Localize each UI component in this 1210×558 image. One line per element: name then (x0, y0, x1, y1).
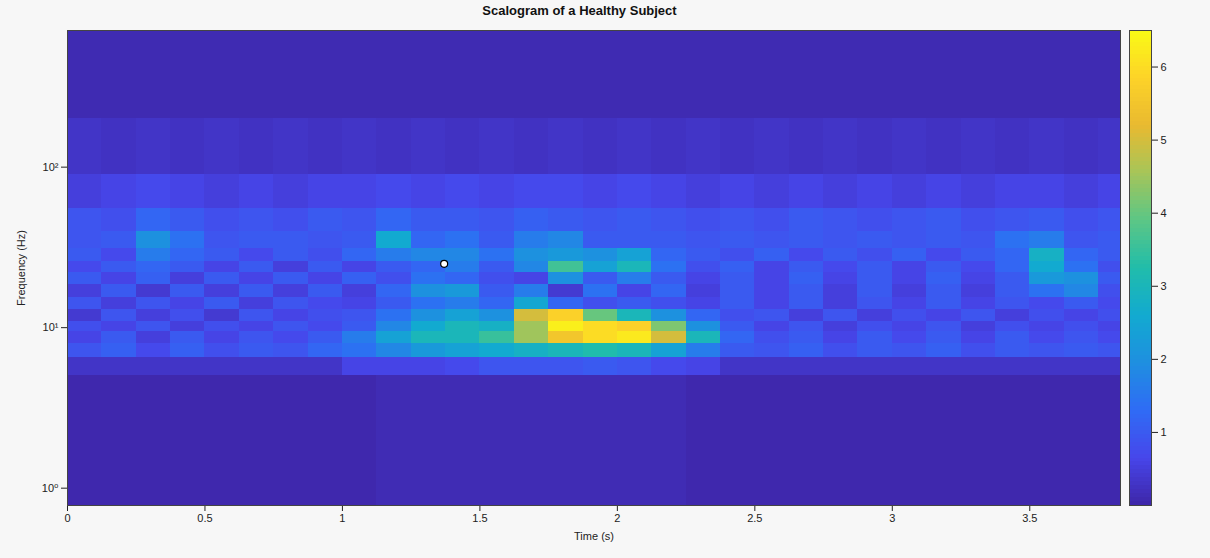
svg-text:10¹: 10¹ (43, 321, 59, 333)
svg-text:5: 5 (1161, 134, 1167, 146)
svg-text:3: 3 (889, 512, 895, 524)
svg-text:2: 2 (614, 512, 620, 524)
svg-text:0.5: 0.5 (197, 512, 212, 524)
svg-text:Frequency (Hz): Frequency (Hz) (15, 230, 27, 306)
svg-text:1: 1 (339, 512, 345, 524)
svg-text:3.5: 3.5 (1022, 512, 1037, 524)
svg-text:Time (s): Time (s) (574, 530, 614, 542)
svg-text:1: 1 (1161, 426, 1167, 438)
svg-text:10⁰: 10⁰ (42, 482, 59, 494)
svg-text:2: 2 (1161, 353, 1167, 365)
svg-text:4: 4 (1161, 207, 1167, 219)
svg-text:3: 3 (1161, 280, 1167, 292)
svg-text:2.5: 2.5 (747, 512, 762, 524)
svg-text:10²: 10² (43, 161, 59, 173)
svg-text:0: 0 (64, 512, 70, 524)
svg-text:6: 6 (1161, 61, 1167, 73)
html-text:Scalogram of a Healthy Subject: Scalogram of a Healthy Subject (482, 3, 677, 18)
svg-text:1.5: 1.5 (472, 512, 487, 524)
